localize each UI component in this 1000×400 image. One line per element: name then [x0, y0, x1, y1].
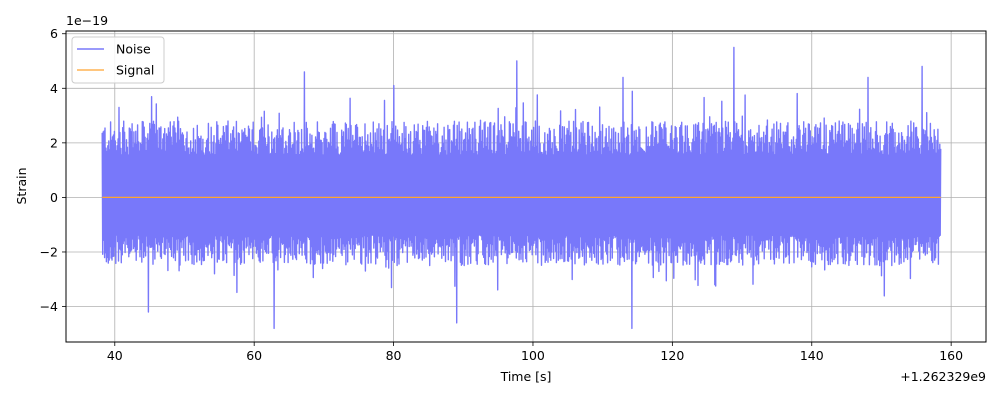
x-tick-label: 140 [800, 348, 824, 363]
y-tick-label: 0 [50, 190, 58, 205]
axis-ticks: 40 60 80 100 120 140 160 −4 −2 0 2 4 6 [40, 26, 964, 363]
y-exponent-label: 1e−19 [66, 13, 108, 28]
x-axis-label: Time [s] [500, 369, 552, 384]
y-tick-label: 2 [50, 135, 58, 150]
y-tick-label: −4 [40, 299, 58, 314]
y-tick-label: 4 [50, 81, 58, 96]
x-offset-label: +1.262329e9 [900, 369, 986, 384]
x-tick-label: 100 [521, 348, 545, 363]
x-tick-label: 80 [386, 348, 402, 363]
legend-signal-label: Signal [116, 63, 154, 78]
y-axis-label: Strain [14, 167, 29, 204]
x-tick-label: 60 [246, 348, 262, 363]
legend-noise-label: Noise [116, 42, 151, 57]
noise-series [101, 46, 942, 330]
x-tick-label: 40 [107, 348, 123, 363]
plot-frame [65, 30, 987, 343]
y-tick-label: 6 [50, 26, 58, 41]
y-tick-label: −2 [40, 244, 58, 259]
noise-line [101, 46, 942, 330]
legend: Noise Signal [71, 36, 165, 84]
x-tick-label: 160 [939, 348, 963, 363]
x-tick-label: 120 [660, 348, 684, 363]
